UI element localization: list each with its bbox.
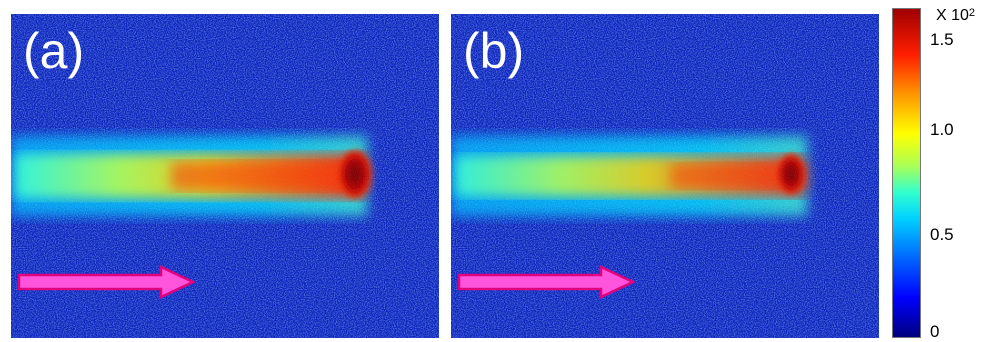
colorbar-tick: 1.5 [930, 30, 954, 49]
intensity-map-b [451, 14, 879, 338]
colorbar-tick: 1.0 [930, 120, 954, 139]
colorbar-multiplier: X 102 [936, 7, 976, 24]
panel-label-a: (a) [23, 23, 85, 79]
colorbar-tick: 0.5 [930, 225, 954, 244]
direction-arrow-a [17, 265, 195, 299]
direction-arrow-b [457, 265, 635, 299]
colorbar-tick: 0 [930, 322, 940, 341]
panel-label-b: (b) [463, 23, 525, 79]
image-panel-b: (b) [451, 14, 879, 338]
colorbar [892, 8, 921, 338]
image-panel-a: (a) [11, 14, 439, 338]
